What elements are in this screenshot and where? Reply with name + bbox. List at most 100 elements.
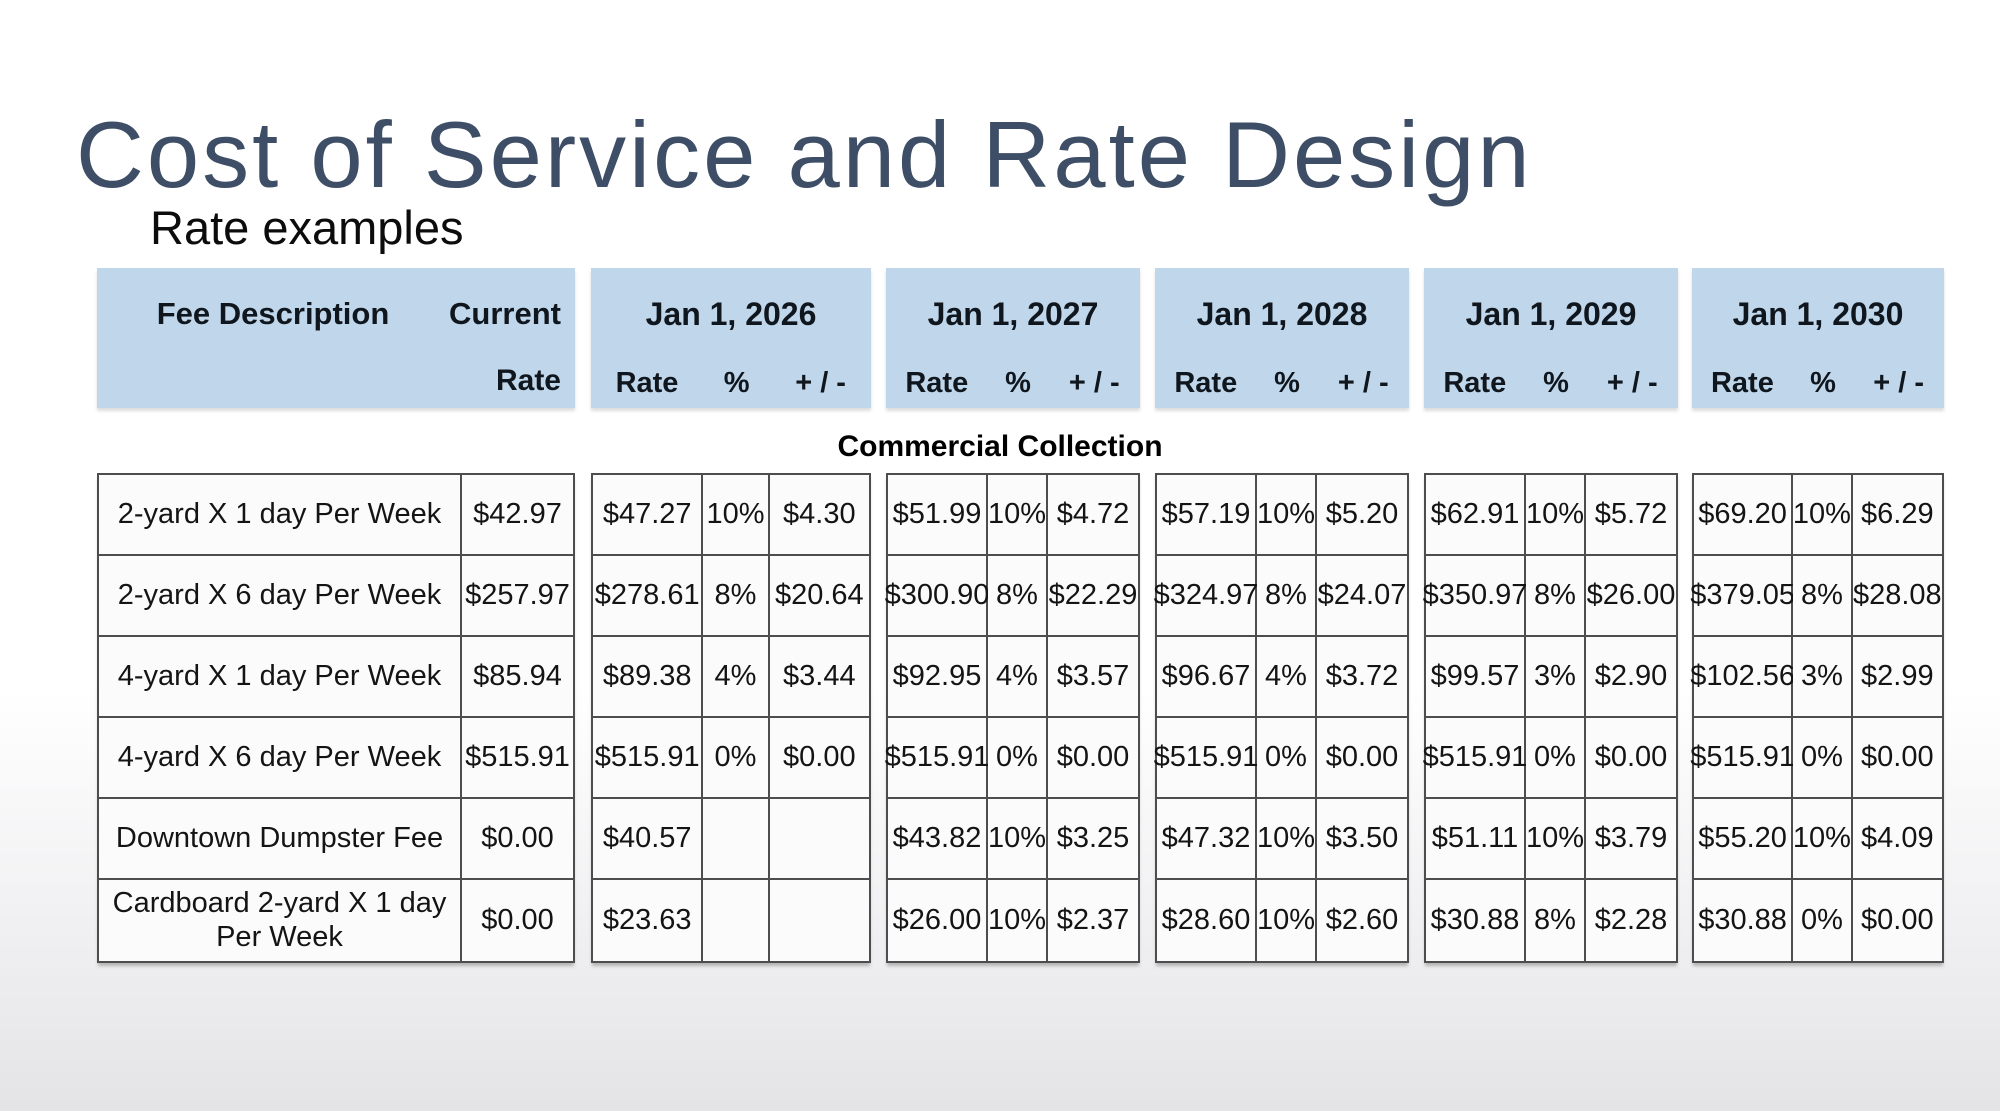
change-cell: $4.09: [1852, 799, 1942, 880]
table-header-2027: Jan 1, 2027 Rate % + / -: [886, 268, 1140, 408]
fee-description-cell: 4-yard X 6 day Per Week: [99, 718, 462, 799]
rate-cell: $89.38: [593, 637, 704, 718]
subheader-row: Rate % + / -: [1424, 360, 1678, 408]
year-header-label: Jan 1, 2030: [1732, 295, 1904, 332]
change-cell: $2.37: [1048, 880, 1138, 961]
table-header-fee-current: Fee Description Current Rate: [97, 268, 575, 408]
rate-cell: $51.99: [888, 475, 988, 556]
fee-description-cell: 2-yard X 1 day Per Week: [99, 475, 462, 556]
pct-cell: 0%: [703, 718, 770, 799]
rate-cell: $515.91: [1690, 718, 1795, 799]
change-cell: $0.00: [1048, 718, 1138, 799]
change-cell: $3.79: [1586, 799, 1676, 880]
subheader-rate: Rate: [905, 367, 969, 399]
rate-cell: $30.88: [1694, 880, 1794, 961]
change-cell: $2.28: [1586, 880, 1676, 961]
year-header-label: Jan 1, 2027: [927, 295, 1099, 332]
change-cell: $0.00: [1852, 718, 1942, 799]
rate-cell: $23.63: [593, 880, 704, 961]
rate-cell: $62.91: [1426, 475, 1526, 556]
table-header-2028: Jan 1, 2028 Rate % + / -: [1155, 268, 1409, 408]
subheader-pct: %: [1005, 367, 1031, 399]
change-cell: $6.29: [1852, 475, 1942, 556]
section-label: Commercial Collection: [837, 430, 1163, 463]
rate-cell: $96.67: [1157, 637, 1257, 718]
change-cell: $0.00: [1586, 718, 1676, 799]
subheader-pct: %: [1543, 367, 1569, 399]
pct-cell: 10%: [1793, 799, 1853, 880]
rate-cell: $47.32: [1157, 799, 1257, 880]
subheader-rate: Rate: [1710, 367, 1774, 399]
year-table-2026: $47.27 10% $4.30 $278.61 8% $20.64 $89.38 4% $3.…: [591, 473, 871, 963]
pct-cell: 10%: [1526, 799, 1586, 880]
pct-cell: 3%: [1526, 637, 1586, 718]
current-rate-subheader: Rate: [495, 364, 561, 397]
rate-cell: $92.95: [888, 637, 988, 718]
change-cell: $3.57: [1048, 637, 1138, 718]
rate-cell: $515.91: [885, 718, 989, 799]
change-cell: $3.50: [1317, 799, 1407, 880]
change-cell: [769, 880, 869, 961]
change-cell: $2.99: [1852, 637, 1942, 718]
pct-cell: 10%: [703, 475, 770, 556]
subheader-rate: Rate: [1174, 367, 1238, 399]
rate-cell: $28.60: [1157, 880, 1257, 961]
change-cell: $5.20: [1317, 475, 1407, 556]
subheader-row: Rate % + / -: [1155, 360, 1409, 408]
pct-cell: 4%: [1257, 637, 1317, 718]
pct-cell: 0%: [1526, 718, 1586, 799]
current-rate-cell: $0.00: [462, 799, 573, 880]
current-rate-cell: $85.94: [462, 637, 573, 718]
year-table-2028: $57.19 10% $5.20 $324.97 8% $24.07 $96.67 4% $3.…: [1154, 473, 1409, 963]
pct-cell: 8%: [1526, 556, 1586, 637]
rate-cell: $102.56: [1690, 637, 1795, 718]
pct-cell: 10%: [1257, 880, 1317, 961]
rate-cell: $324.97: [1154, 556, 1258, 637]
pct-cell: 0%: [1257, 718, 1317, 799]
pct-cell: 0%: [1793, 880, 1853, 961]
current-rate-cell: $515.91: [462, 718, 573, 799]
year-header-label: Jan 1, 2026: [645, 295, 817, 332]
change-cell: $2.90: [1586, 637, 1676, 718]
pct-cell: [703, 799, 770, 880]
fee-description-cell: Cardboard 2-yard X 1 day Per Week: [99, 880, 462, 961]
slide-subtitle: Rate examples: [150, 201, 464, 254]
pct-cell: 3%: [1793, 637, 1853, 718]
pct-cell: 10%: [1257, 475, 1317, 556]
fee-description-header: Fee Description: [156, 296, 390, 331]
subheader-row: Rate % + / -: [886, 360, 1140, 408]
current-header: Current: [449, 296, 561, 331]
pct-cell: 10%: [988, 475, 1048, 556]
fee-description-cell: 2-yard X 6 day Per Week: [99, 556, 462, 637]
slide-title: Cost of Service and Rate Design: [76, 101, 1533, 207]
change-cell: $20.64: [769, 556, 869, 637]
change-cell: $26.00: [1586, 556, 1676, 637]
change-cell: $28.08: [1852, 556, 1942, 637]
rate-cell: $515.91: [1423, 718, 1527, 799]
rate-cell: $278.61: [593, 556, 704, 637]
rate-cell: $350.97: [1423, 556, 1527, 637]
rate-cell: $30.88: [1426, 880, 1526, 961]
fee-description-cell: Downtown Dumpster Fee: [99, 799, 462, 880]
current-rate-cell: $0.00: [462, 880, 573, 961]
rate-cell: $69.20: [1694, 475, 1794, 556]
change-cell: $4.72: [1048, 475, 1138, 556]
subheader-row: Rate % + / -: [591, 360, 871, 408]
rate-cell: $26.00: [888, 880, 988, 961]
subheader-change: + / -: [1606, 367, 1658, 399]
subheader-rate: Rate: [1443, 367, 1507, 399]
subheader-pct: %: [1274, 367, 1300, 399]
rate-cell: $379.05: [1690, 556, 1795, 637]
rate-cell: $57.19: [1157, 475, 1257, 556]
change-cell: $0.00: [1852, 880, 1942, 961]
pct-cell: 10%: [1793, 475, 1853, 556]
pct-cell: 8%: [1793, 556, 1853, 637]
change-cell: $4.30: [769, 475, 869, 556]
pct-cell: 10%: [988, 799, 1048, 880]
rate-cell: $40.57: [593, 799, 704, 880]
rate-cell: $51.11: [1426, 799, 1526, 880]
pct-cell: 0%: [1793, 718, 1853, 799]
year-table-2027: $51.99 10% $4.72 $300.90 8% $22.29 $92.95 4% $3.…: [885, 473, 1140, 963]
change-cell: $2.60: [1317, 880, 1407, 961]
year-table-2029: $62.91 10% $5.72 $350.97 8% $26.00 $99.57 3% $2.…: [1423, 473, 1678, 963]
